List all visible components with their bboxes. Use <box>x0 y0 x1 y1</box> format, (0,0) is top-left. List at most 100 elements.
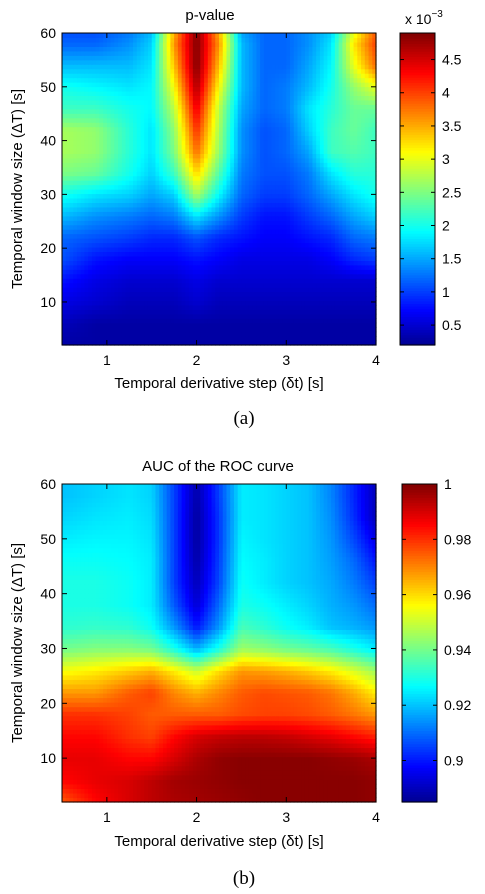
heatmap-cell <box>282 322 287 328</box>
heatmap-cell <box>353 144 358 150</box>
heatmap-cell <box>110 233 115 239</box>
heatmap-cell <box>372 242 377 248</box>
heatmap-cell <box>151 184 157 190</box>
heatmap-cell <box>286 113 291 119</box>
heatmap-cell <box>256 251 261 257</box>
heatmap-cell <box>129 99 134 105</box>
heatmap-cell <box>252 180 257 186</box>
heatmap-cell <box>181 220 186 226</box>
heatmap-cell <box>200 184 205 190</box>
heatmap-cell <box>260 287 265 293</box>
heatmap-cell <box>334 113 340 119</box>
heatmap-cell <box>192 246 198 252</box>
heatmap-cell <box>245 122 250 128</box>
heatmap-cell <box>99 99 104 105</box>
heatmap-cell <box>73 295 78 302</box>
heatmap-cell <box>65 322 71 328</box>
heatmap-cell <box>323 224 329 230</box>
heatmap-cell <box>133 184 138 190</box>
heatmap-cell <box>84 291 89 297</box>
heatmap-cell <box>267 144 272 150</box>
heatmap-cell <box>248 95 254 101</box>
heatmap-cell <box>353 197 358 203</box>
heatmap-cell <box>129 260 134 266</box>
heatmap-cell <box>121 238 127 244</box>
heatmap-cell <box>245 291 250 297</box>
heatmap-cell <box>256 309 261 315</box>
heatmap-cell <box>110 206 115 212</box>
heatmap-cell <box>88 260 93 266</box>
heatmap-cell <box>95 144 100 150</box>
heatmap-cell <box>271 211 276 217</box>
heatmap-cell <box>110 282 115 288</box>
heatmap-cell <box>248 336 254 342</box>
heatmap-cell <box>118 131 123 137</box>
heatmap-cell <box>364 340 370 346</box>
heatmap-cell <box>166 126 172 132</box>
heatmap-cell <box>308 104 314 110</box>
heatmap-cell <box>293 99 299 105</box>
heatmap-cell <box>207 202 213 208</box>
heatmap-cell <box>114 77 119 83</box>
heatmap-cell <box>207 318 213 324</box>
heatmap-cell <box>319 189 325 195</box>
heatmap-cell <box>133 180 138 186</box>
heatmap-cell <box>338 193 343 199</box>
heatmap-cell <box>84 193 89 199</box>
heatmap-cell <box>118 171 123 177</box>
heatmap-cell <box>233 162 239 168</box>
heatmap-cell <box>95 282 100 288</box>
heatmap-cell <box>312 215 317 221</box>
heatmap-cell <box>80 175 86 181</box>
heatmap-cell <box>219 242 224 248</box>
heatmap-cell <box>267 82 272 88</box>
heatmap-cell <box>219 336 224 342</box>
heatmap-cell <box>129 90 134 96</box>
heatmap-cell <box>226 251 231 257</box>
heatmap-cell <box>349 327 355 333</box>
heatmap-cell <box>147 278 153 284</box>
heatmap-cell <box>368 193 373 199</box>
heatmap-cell <box>278 184 284 190</box>
heatmap-cell <box>263 95 269 101</box>
heatmap-cell <box>346 224 351 230</box>
heatmap-cell <box>170 184 175 190</box>
heatmap-cell <box>364 131 370 137</box>
heatmap-cell <box>69 220 74 226</box>
heatmap-cell <box>278 99 284 105</box>
heatmap-cell <box>342 318 347 324</box>
heatmap-cell <box>166 238 172 244</box>
heatmap-cell <box>65 82 71 88</box>
heatmap-cell <box>189 86 194 92</box>
heatmap-cell <box>174 233 179 239</box>
heatmap-cell <box>65 153 71 159</box>
heatmap-cell <box>80 255 86 261</box>
heatmap-cell <box>177 331 183 337</box>
heatmap-cell <box>155 233 160 239</box>
heatmap-cell <box>357 184 362 190</box>
heatmap-cell <box>62 313 67 319</box>
heatmap-cell <box>248 180 254 186</box>
heatmap-cell <box>181 99 186 105</box>
heatmap-cell <box>361 251 366 257</box>
heatmap-cell <box>301 331 306 337</box>
heatmap-cell <box>282 278 287 284</box>
heatmap-cell <box>129 251 134 257</box>
heatmap-cell <box>364 331 370 337</box>
heatmap-cell <box>91 148 97 154</box>
heatmap-cell <box>222 162 228 168</box>
heatmap-cell <box>69 233 74 239</box>
heatmap-cell <box>364 255 370 261</box>
heatmap-cell <box>136 184 142 190</box>
heatmap-cell <box>331 242 336 248</box>
heatmap-cell <box>207 197 213 203</box>
heatmap-cell <box>301 90 306 96</box>
heatmap-cell <box>245 287 250 293</box>
heatmap-cell <box>189 162 194 168</box>
heatmap-cell <box>99 318 104 324</box>
heatmap-cell <box>162 113 168 119</box>
heatmap-cell <box>308 157 314 163</box>
heatmap-cell <box>177 322 183 328</box>
heatmap-cell <box>342 197 347 203</box>
heatmap-cell <box>192 309 198 315</box>
